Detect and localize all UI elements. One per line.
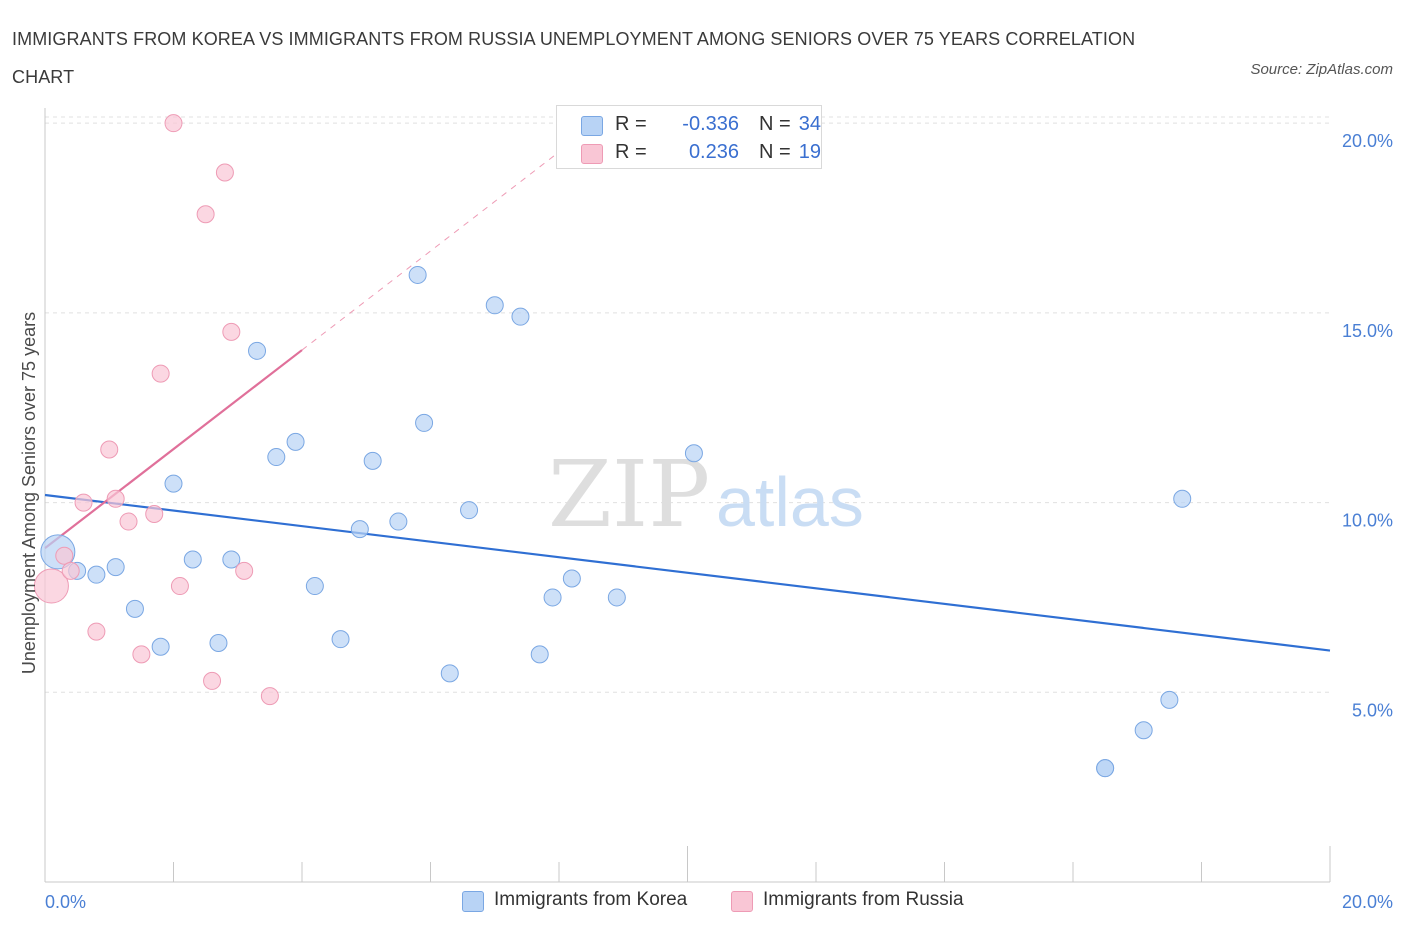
- russia-point: [106, 489, 125, 508]
- russia-point: [222, 322, 241, 341]
- grid-lines: [45, 116, 1330, 693]
- korea-point: [530, 645, 549, 664]
- source-label: Source: ZipAtlas.com: [1250, 61, 1393, 78]
- russia-swatch: [581, 144, 603, 164]
- korea-point: [562, 569, 581, 588]
- korea-point: [209, 633, 228, 652]
- y-tick-label: 20.0%: [1342, 131, 1393, 151]
- korea-point: [408, 265, 427, 284]
- korea-point: [363, 451, 382, 470]
- korea-point: [511, 307, 530, 326]
- korea-point: [106, 558, 125, 577]
- x-tick-label: 20.0%: [1342, 892, 1393, 912]
- korea-point: [151, 637, 170, 656]
- korea-point: [267, 448, 286, 467]
- korea-trend-line: [44, 493, 1331, 652]
- russia-point: [74, 493, 93, 512]
- tick-labels: 5.0% 10.0% 15.0% 20.0% 0.0% 20.0%: [45, 131, 1393, 912]
- russia-point: [61, 561, 80, 580]
- x-tick-label: 0.0%: [45, 892, 86, 912]
- watermark-zip: ZIP: [548, 441, 710, 548]
- korea-point: [183, 550, 202, 569]
- russia-point: [164, 114, 183, 133]
- korea-point: [350, 520, 369, 539]
- russia-r-value: 0.236: [688, 141, 739, 163]
- korea-point: [485, 296, 504, 315]
- russia-legend-label: Immigrants from Russia: [763, 889, 964, 910]
- watermark: ZIP atlas: [548, 441, 864, 548]
- korea-point: [1096, 759, 1115, 778]
- korea-point: [1134, 721, 1153, 740]
- korea-point: [389, 512, 408, 531]
- russia-n-label: N =: [759, 141, 791, 163]
- data-points: [33, 114, 1192, 778]
- korea-point: [125, 599, 144, 618]
- korea-point: [543, 588, 562, 607]
- russia-trend-line: [44, 349, 303, 549]
- russia-n-value: 19: [798, 141, 821, 163]
- korea-point: [87, 565, 106, 584]
- korea-point: [440, 664, 459, 683]
- y-tick-label: 5.0%: [1352, 700, 1393, 720]
- korea-point: [1160, 690, 1179, 709]
- y-axis-label: Unemployment Among Seniors over 75 years: [19, 312, 39, 674]
- korea-point: [286, 432, 305, 451]
- russia-point: [145, 504, 164, 523]
- russia-point: [235, 561, 254, 580]
- y-tick-label: 10.0%: [1342, 511, 1393, 531]
- russia-point: [119, 512, 138, 531]
- correlation-legend: R = -0.336 N = 34 R = 0.236 N = 19: [556, 105, 822, 169]
- korea-legend-swatch: [462, 891, 484, 912]
- russia-point: [170, 577, 189, 596]
- russia-r-label: R =: [615, 141, 647, 163]
- korea-point: [415, 413, 434, 432]
- korea-point: [222, 550, 241, 569]
- russia-point: [215, 163, 234, 182]
- russia-point: [55, 546, 74, 565]
- korea-point: [305, 577, 324, 596]
- korea-point: [248, 341, 267, 360]
- russia-point: [196, 205, 215, 224]
- korea-point: [607, 588, 626, 607]
- korea-point: [331, 630, 350, 649]
- korea-swatch: [581, 116, 603, 136]
- korea-n-value: 34: [798, 113, 821, 135]
- korea-r-label: R =: [615, 113, 647, 135]
- russia-point: [260, 687, 279, 706]
- russia-point: [151, 364, 170, 383]
- korea-legend-label: Immigrants from Korea: [494, 889, 688, 910]
- russia-point: [132, 645, 151, 664]
- y-tick-label: 15.0%: [1342, 321, 1393, 341]
- russia-point: [33, 568, 69, 604]
- korea-point: [460, 501, 479, 520]
- watermark-atlas: atlas: [716, 463, 864, 541]
- korea-point: [164, 474, 183, 493]
- korea-r-value: -0.336: [682, 113, 739, 135]
- chart-title: IMMIGRANTS FROM KOREA VS IMMIGRANTS FROM…: [12, 29, 1136, 87]
- russia-point: [87, 622, 106, 641]
- russia-point: [203, 671, 222, 690]
- korea-n-label: N =: [759, 113, 791, 135]
- russia-legend-swatch: [731, 891, 753, 912]
- korea-point: [684, 444, 703, 463]
- russia-point: [100, 440, 119, 459]
- korea-point: [1173, 489, 1192, 508]
